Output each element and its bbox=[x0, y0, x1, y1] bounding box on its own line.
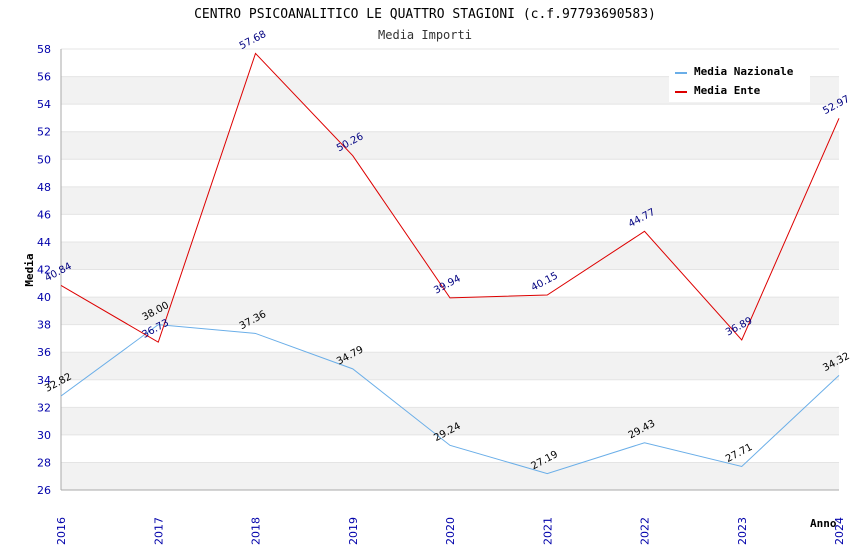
grid-band bbox=[61, 352, 839, 380]
legend: Media Nazionale Media Ente bbox=[669, 60, 810, 102]
x-tick-label: 2017 bbox=[152, 517, 165, 545]
y-tick-label: 42 bbox=[37, 264, 51, 277]
y-tick-label: 26 bbox=[37, 484, 51, 497]
grid-band bbox=[61, 407, 839, 435]
gridlines bbox=[61, 48, 839, 491]
legend-label: Media Ente bbox=[694, 84, 761, 97]
x-axis-ticks: 2016 2017 2018 2019 2020 2021 2022 2023 2024 bbox=[55, 517, 846, 545]
legend-box bbox=[669, 60, 810, 102]
x-tick-label: 2022 bbox=[639, 517, 652, 545]
y-tick-label: 58 bbox=[37, 43, 51, 56]
y-tick-label: 30 bbox=[37, 429, 51, 442]
y-tick-label: 48 bbox=[37, 181, 51, 194]
x-tick-label: 2023 bbox=[736, 517, 749, 545]
series-line-media-ente bbox=[60, 52, 840, 343]
axes bbox=[60, 49, 839, 491]
x-tick-label: 2020 bbox=[444, 517, 457, 545]
grid-band bbox=[61, 462, 839, 490]
chart-subtitle: Media Importi bbox=[378, 28, 472, 42]
series-line-media-nazionale bbox=[60, 324, 840, 475]
y-axis-ticks: 26 28 30 32 34 36 38 40 42 44 46 48 50 52 54 56 58 bbox=[37, 43, 51, 497]
y-tick-label: 40 bbox=[37, 291, 51, 304]
legend-label: Media Nazionale bbox=[694, 65, 794, 78]
x-tick-label: 2021 bbox=[541, 517, 554, 545]
chart-title: CENTRO PSICOANALITICO LE QUATTRO STAGION… bbox=[194, 7, 656, 22]
y-tick-label: 46 bbox=[37, 208, 51, 221]
x-tick-label: 2019 bbox=[347, 517, 360, 545]
y-tick-label: 28 bbox=[37, 456, 51, 469]
y-tick-label: 44 bbox=[37, 236, 51, 249]
series-lines bbox=[60, 52, 840, 475]
y-tick-label: 50 bbox=[37, 153, 51, 166]
x-tick-label: 2018 bbox=[250, 517, 263, 545]
grid-band bbox=[61, 186, 839, 215]
grid-band bbox=[61, 297, 839, 325]
x-tick-label: 2016 bbox=[55, 517, 68, 545]
x-tick-label: 2024 bbox=[833, 517, 846, 545]
y-tick-label: 34 bbox=[37, 374, 51, 387]
y-axis-title: Media bbox=[23, 253, 36, 286]
y-tick-label: 54 bbox=[37, 98, 51, 111]
y-tick-label: 52 bbox=[37, 126, 51, 139]
y-tick-label: 56 bbox=[37, 71, 51, 84]
grid-band bbox=[61, 241, 839, 270]
grid-band bbox=[61, 131, 839, 160]
y-tick-label: 38 bbox=[37, 319, 51, 332]
y-tick-label: 32 bbox=[37, 401, 51, 414]
y-tick-label: 36 bbox=[37, 346, 51, 359]
x-axis-title: Anno bbox=[810, 517, 837, 530]
